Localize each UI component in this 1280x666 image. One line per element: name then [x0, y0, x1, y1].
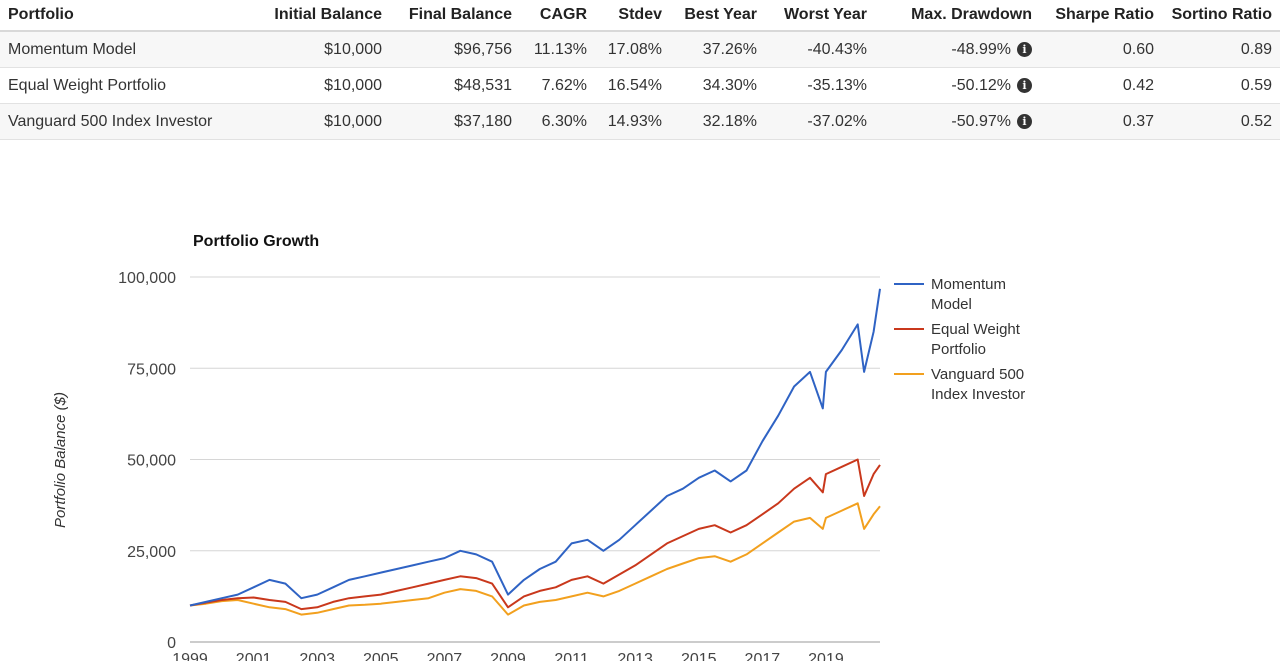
column-header-sortino-ratio[interactable]: Sortino Ratio: [1162, 0, 1280, 32]
chart-svg: Portfolio Growth Portfolio Balance ($) 0…: [52, 233, 1025, 666]
column-header-sharpe-ratio[interactable]: Sharpe Ratio: [1040, 0, 1162, 32]
x-tick-label: 2001: [236, 651, 272, 661]
x-tick-label: 2017: [745, 651, 781, 661]
y-tick-label: 100,000: [118, 270, 176, 287]
performance-table: Portfolio Initial Balance Final Balance …: [0, 0, 1280, 140]
cell-initial-balance: $10,000: [235, 103, 390, 140]
cell-final-balance: $48,531: [390, 67, 520, 104]
x-tick-label: 2019: [808, 651, 844, 661]
portfolio-growth-chart: Portfolio Growth Portfolio Balance ($) 0…: [0, 160, 1280, 666]
cell-sortino-ratio: 0.52: [1162, 103, 1280, 140]
x-tick-label: 2015: [681, 651, 717, 661]
y-axis-label: Portfolio Balance ($): [52, 392, 69, 528]
series-lines: [189, 288, 881, 616]
y-tick-label: 50,000: [127, 453, 176, 470]
cell-worst-year: -37.02%: [765, 103, 875, 140]
cell-cagr: 6.30%: [520, 103, 595, 140]
column-header-initial-balance[interactable]: Initial Balance: [235, 0, 390, 32]
cell-sortino-ratio: 0.89: [1162, 31, 1280, 68]
cell-final-balance: $37,180: [390, 103, 520, 140]
cell-max-drawdown: -48.99% i: [875, 31, 1040, 68]
legend: Momentum Model Equal Weight Portfolio Vangua…: [894, 276, 1025, 403]
column-header-cagr[interactable]: CAGR: [520, 0, 595, 32]
x-tick-label: 2009: [490, 651, 526, 661]
y-tick-label: 25,000: [127, 544, 176, 561]
column-header-best-year[interactable]: Best Year: [670, 0, 765, 32]
table-row: Equal Weight Portfolio $10,000 $48,531 7…: [0, 67, 1280, 104]
info-circle-icon[interactable]: i: [1017, 77, 1032, 93]
series-line: [189, 458, 881, 611]
cell-portfolio: Momentum Model: [0, 31, 235, 68]
x-tick-label: 2011: [554, 651, 589, 661]
cell-final-balance: $96,756: [390, 31, 520, 68]
table-row: Momentum Model $10,000 $96,756 11.13% 17…: [0, 31, 1280, 68]
cell-worst-year: -35.13%: [765, 67, 875, 104]
axis: 0 25,000 50,000 75,000 100,000 1999 2001 2003 20…: [118, 270, 844, 666]
legend-label[interactable]: Vanguard 500 Index Investor: [931, 366, 1025, 403]
column-header-worst-year[interactable]: Worst Year: [765, 0, 875, 32]
cell-sharpe-ratio: 0.42: [1040, 67, 1162, 104]
x-tick-label: 2005: [363, 651, 399, 661]
cell-sharpe-ratio: 0.37: [1040, 103, 1162, 140]
x-tick-label: 2007: [427, 651, 463, 661]
max-drawdown-value: -50.12%: [951, 76, 1011, 94]
cell-initial-balance: $10,000: [235, 67, 390, 104]
cell-portfolio: Equal Weight Portfolio: [0, 67, 235, 104]
cell-max-drawdown: -50.12% i: [875, 67, 1040, 104]
column-header-final-balance[interactable]: Final Balance: [390, 0, 520, 32]
cell-cagr: 11.13%: [520, 31, 595, 68]
legend-label[interactable]: Equal Weight Portfolio: [931, 321, 1021, 358]
cell-best-year: 34.30%: [670, 67, 765, 104]
x-tick-label: 2013: [617, 651, 653, 661]
info-circle-icon[interactable]: i: [1017, 41, 1032, 57]
grid-lines: [190, 276, 880, 643]
chart-title: Portfolio Growth: [193, 233, 319, 250]
cell-sortino-ratio: 0.59: [1162, 67, 1280, 104]
max-drawdown-value: -50.97%: [951, 112, 1011, 130]
y-tick-label: 75,000: [127, 361, 176, 378]
y-tick-label: 0: [167, 635, 176, 652]
column-header-portfolio[interactable]: Portfolio: [0, 0, 235, 32]
max-drawdown-value: -48.99%: [951, 40, 1011, 58]
cell-stdev: 14.93%: [595, 103, 670, 140]
cell-sharpe-ratio: 0.60: [1040, 31, 1162, 68]
cell-best-year: 37.26%: [670, 31, 765, 68]
x-tick-label: 1999: [172, 651, 208, 661]
cell-cagr: 7.62%: [520, 67, 595, 104]
cell-stdev: 17.08%: [595, 31, 670, 68]
cell-initial-balance: $10,000: [235, 31, 390, 68]
x-tick-label: 2003: [299, 651, 335, 661]
series-line: [189, 288, 881, 607]
cell-portfolio: Vanguard 500 Index Investor: [0, 103, 235, 140]
legend-label[interactable]: Momentum Model: [931, 276, 1006, 313]
cell-worst-year: -40.43%: [765, 31, 875, 68]
column-header-stdev[interactable]: Stdev: [595, 0, 670, 32]
column-header-max-drawdown[interactable]: Max. Drawdown: [875, 0, 1040, 32]
cell-best-year: 32.18%: [670, 103, 765, 140]
series-line: [189, 502, 881, 616]
info-circle-icon[interactable]: i: [1017, 113, 1032, 129]
table-row: Vanguard 500 Index Investor $10,000 $37,…: [0, 103, 1280, 140]
cell-stdev: 16.54%: [595, 67, 670, 104]
cell-max-drawdown: -50.97% i: [875, 103, 1040, 140]
table-header-row: Portfolio Initial Balance Final Balance …: [0, 0, 1280, 32]
